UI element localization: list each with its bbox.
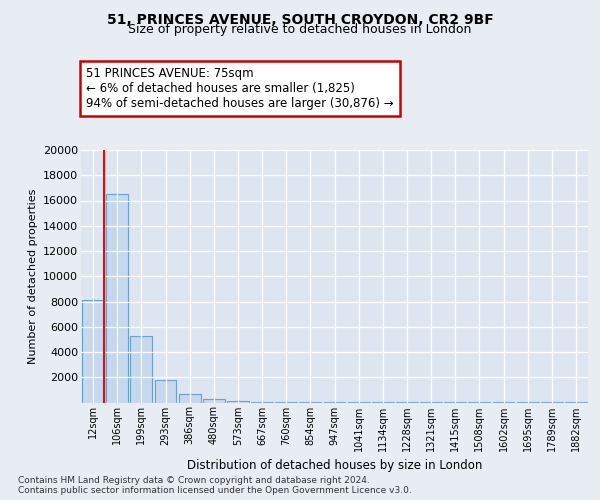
Text: Size of property relative to detached houses in London: Size of property relative to detached ho… xyxy=(128,22,472,36)
Y-axis label: Number of detached properties: Number of detached properties xyxy=(28,188,38,364)
Text: 51, PRINCES AVENUE, SOUTH CROYDON, CR2 9BF: 51, PRINCES AVENUE, SOUTH CROYDON, CR2 9… xyxy=(107,12,493,26)
Bar xyxy=(155,380,176,402)
Bar xyxy=(179,394,200,402)
Bar xyxy=(203,400,224,402)
X-axis label: Distribution of detached houses by size in London: Distribution of detached houses by size … xyxy=(187,459,482,472)
Bar xyxy=(82,300,104,402)
Text: Contains HM Land Registry data © Crown copyright and database right 2024.
Contai: Contains HM Land Registry data © Crown c… xyxy=(18,476,412,495)
Text: 51 PRINCES AVENUE: 75sqm
← 6% of detached houses are smaller (1,825)
94% of semi: 51 PRINCES AVENUE: 75sqm ← 6% of detache… xyxy=(86,66,394,110)
Bar xyxy=(106,194,128,402)
Bar xyxy=(227,401,249,402)
Bar xyxy=(130,336,152,402)
